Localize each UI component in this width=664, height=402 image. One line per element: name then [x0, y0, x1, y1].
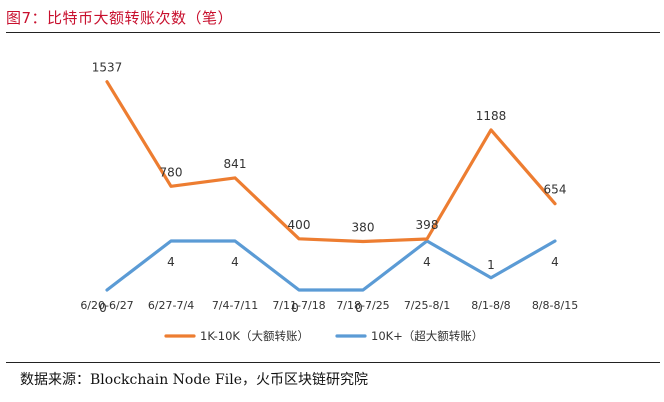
data-label-blue: 4 [423, 255, 431, 269]
x-tick-label: 7/25-8/1 [404, 299, 450, 312]
bottom-rule [6, 362, 660, 363]
legend-label-orange: 1K-10K（大额转账） [200, 329, 309, 343]
data-label-blue: 0 [291, 301, 299, 315]
series-1k-10k-line [105, 80, 557, 244]
x-tick-label: 8/8-8/15 [532, 299, 578, 312]
data-label-orange: 1188 [476, 109, 507, 123]
source-note: 数据来源：Blockchain Node File，火币区块链研究院 [20, 372, 368, 388]
data-label-orange: 400 [288, 218, 311, 232]
x-tick-label: 7/4-7/11 [212, 299, 258, 312]
data-label-orange: 398 [416, 218, 439, 232]
x-tick-label: 8/1-8/8 [471, 299, 510, 312]
figure-title: 图7：比特币大额转账次数（笔） [6, 9, 234, 27]
data-label-blue: 1 [487, 258, 495, 272]
series-10k-plus-line [105, 239, 557, 292]
data-label-blue: 0 [355, 301, 363, 315]
data-label-orange: 380 [352, 221, 375, 235]
legend: 1K-10K（大额转账） 10K+（超大额转账） [164, 329, 483, 343]
data-label-orange: 1537 [92, 61, 123, 75]
x-tick-label: 7/11-7/18 [272, 299, 325, 312]
data-label-orange: 780 [160, 165, 183, 179]
x-tick-label: 6/20-6/27 [80, 299, 133, 312]
data-label-blue: 4 [551, 255, 559, 269]
series-lines [105, 80, 557, 292]
data-label-blue: 4 [231, 255, 239, 269]
legend-label-blue: 10K+（超大额转账） [371, 329, 483, 343]
x-axis-ticks: 6/20-6/27 6/27-7/4 7/4-7/11 7/11-7/18 7/18-7… [80, 299, 578, 312]
data-label-blue: 0 [99, 301, 107, 315]
data-label-blue: 4 [167, 255, 175, 269]
top-rule [6, 32, 660, 33]
x-tick-label: 7/18-7/25 [336, 299, 389, 312]
data-label-orange: 654 [544, 183, 567, 197]
data-label-orange: 841 [224, 157, 247, 171]
x-tick-label: 6/27-7/4 [148, 299, 194, 312]
